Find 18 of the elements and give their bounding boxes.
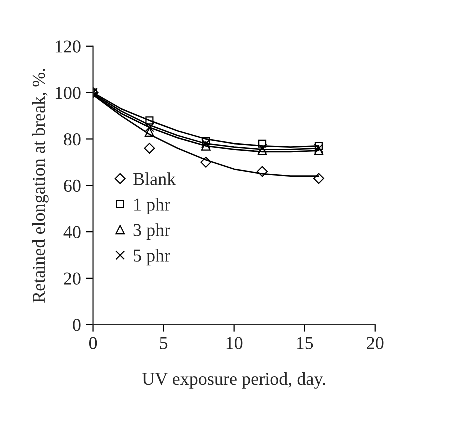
x-tick-label: 5 (160, 337, 168, 350)
x-tick-label: 0 (89, 337, 98, 350)
y-tick-label: 0 (73, 319, 81, 332)
y-tick-label: 100 (56, 87, 81, 100)
legend-label: 3 phr (134, 224, 170, 240)
legend-label: 1 phr (134, 198, 170, 215)
x-tick-label: 20 (367, 337, 384, 350)
x-tick-label: 15 (297, 337, 314, 350)
y-tick-label: 60 (64, 180, 81, 192)
legend-label: 5 phr (134, 249, 170, 266)
x-axis-title: UV exposure period, day. (142, 372, 326, 389)
y-tick-label: 20 (64, 272, 81, 285)
y-tick-label: 120 (56, 40, 81, 53)
y-tick-label: 40 (64, 226, 81, 238)
y-axis-title: Retained elongation at break, %. (32, 69, 49, 303)
x-tick-label: 10 (226, 337, 243, 350)
y-tick-label: 80 (64, 133, 81, 146)
legend-label: Blank (134, 172, 176, 186)
